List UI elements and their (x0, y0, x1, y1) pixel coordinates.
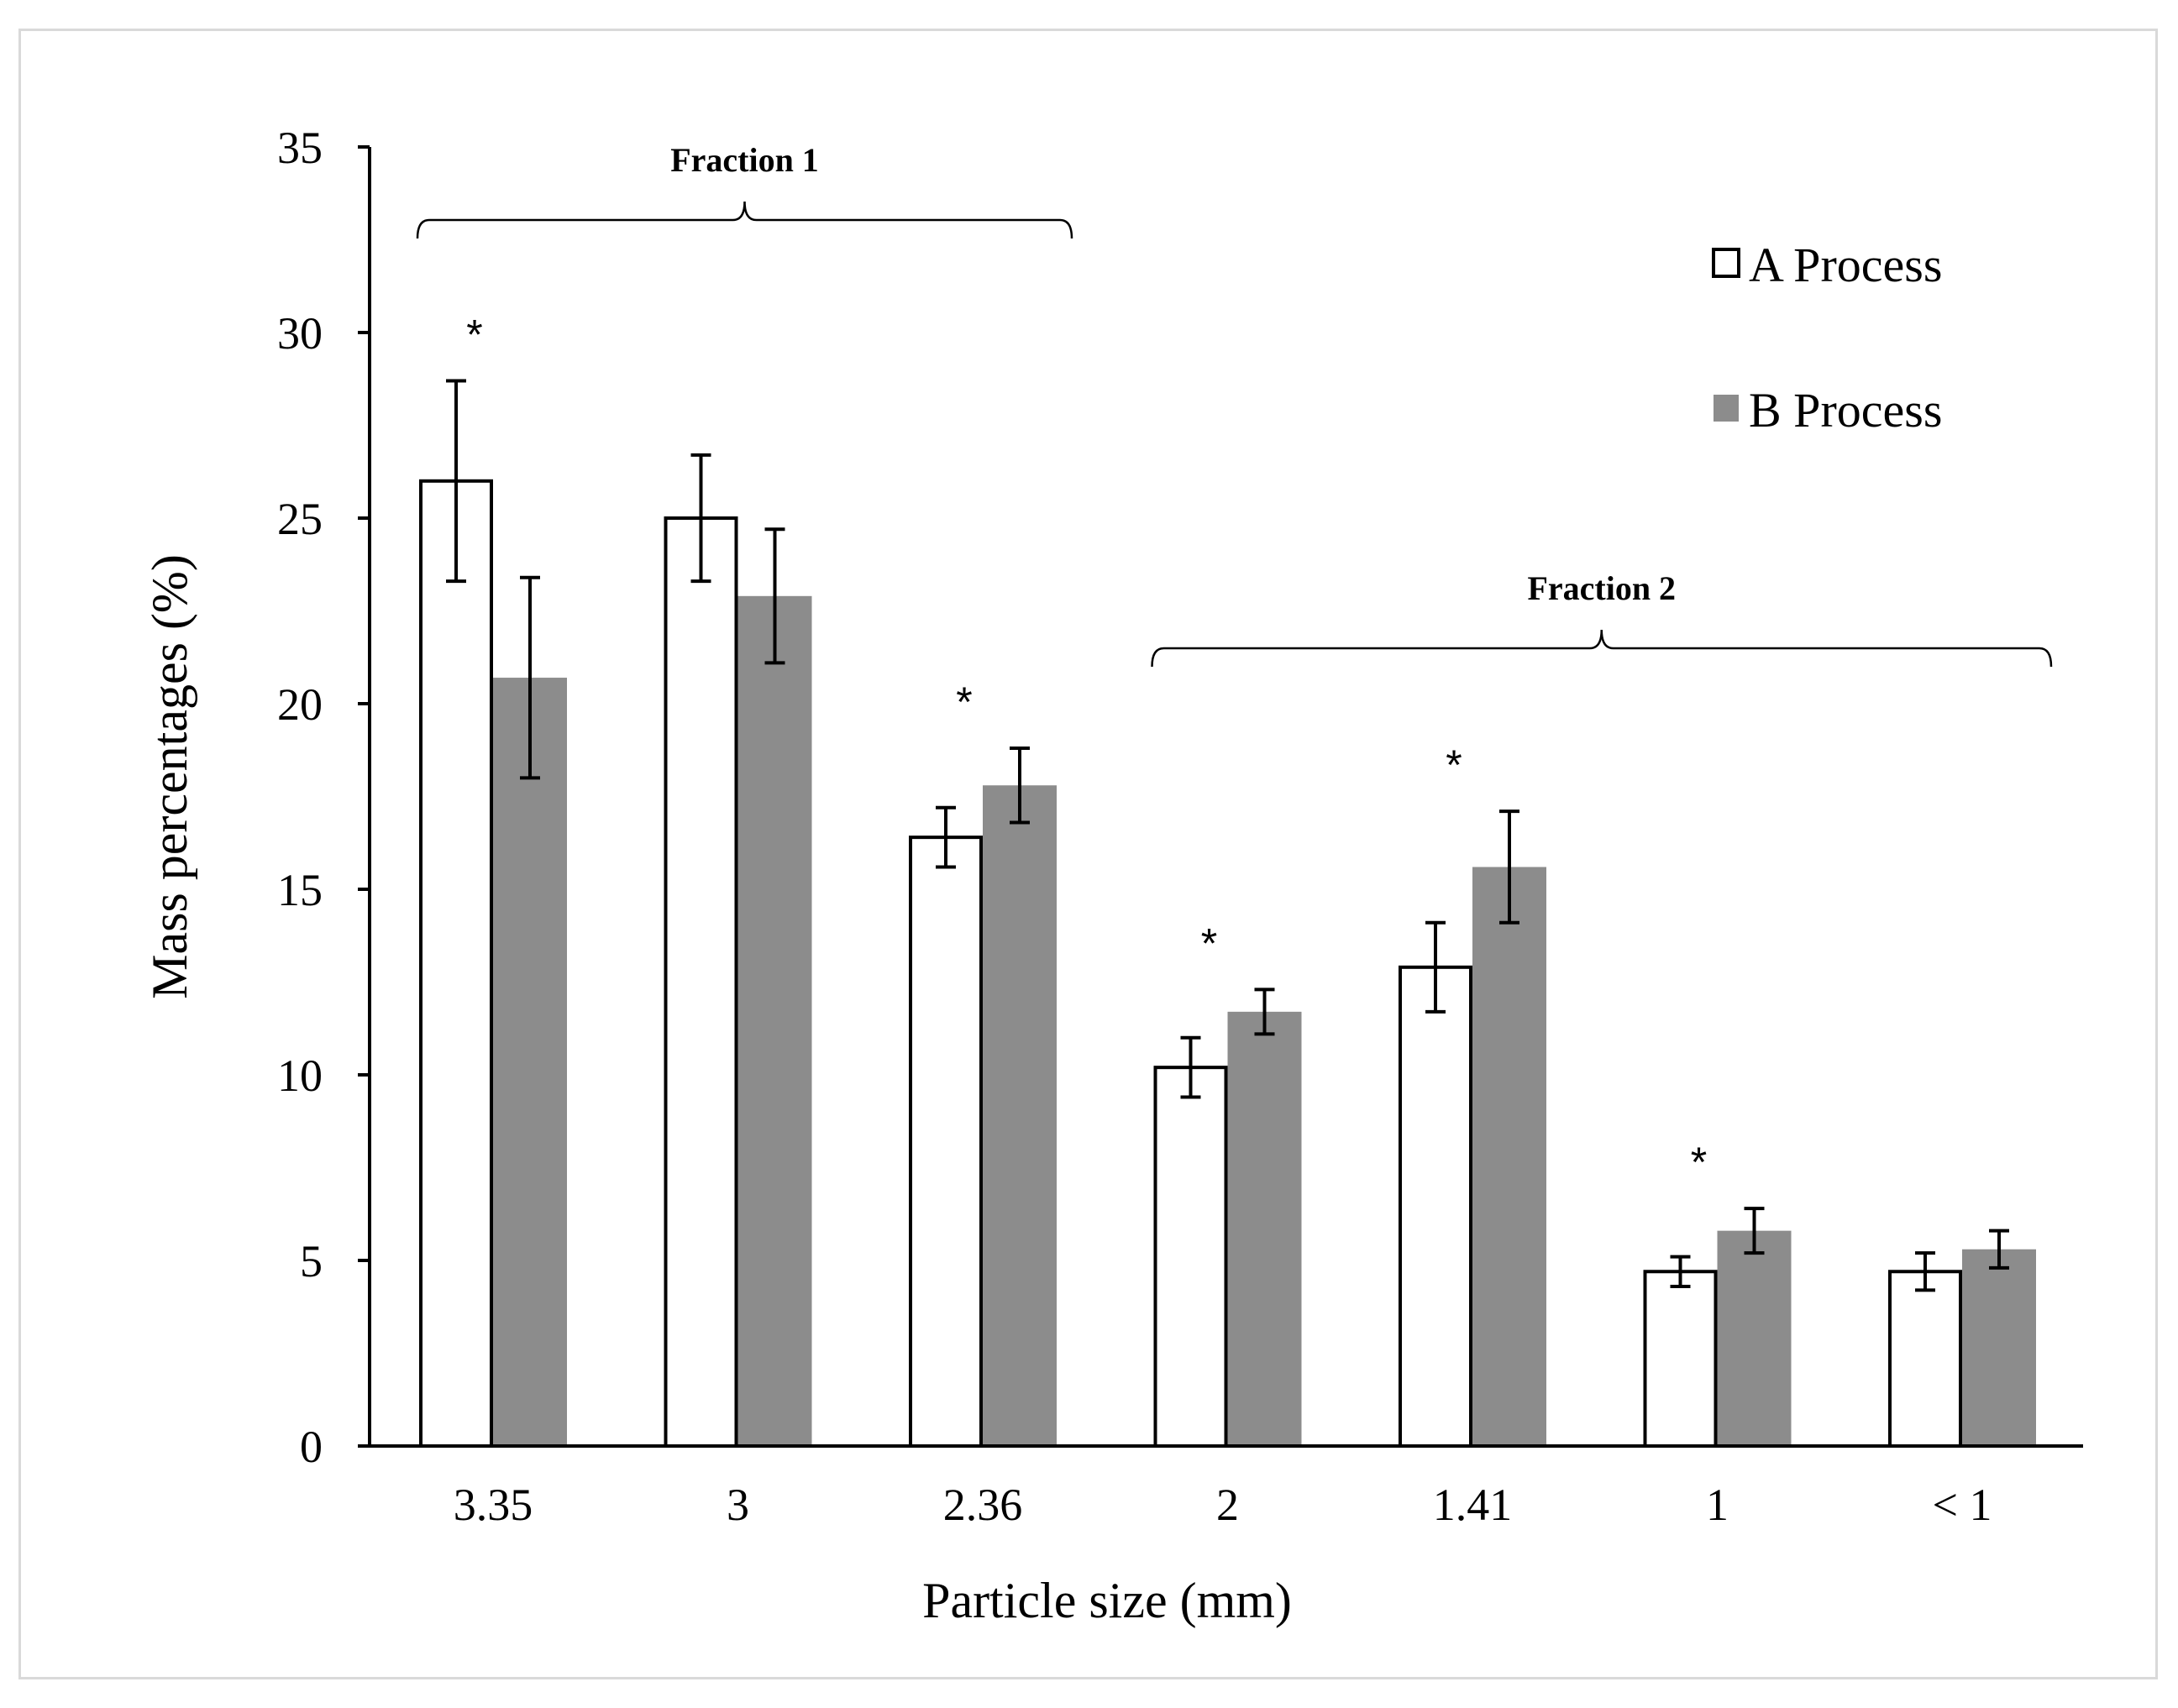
y-tick-label: 35 (277, 123, 323, 173)
axes (368, 147, 2083, 1448)
fraction-bracket (1151, 629, 2053, 668)
legend-label: B Process (1749, 383, 1942, 437)
error-bar (1425, 920, 1446, 1014)
legend-swatch (1712, 248, 1740, 278)
fraction-brackets: Fraction 1 Fraction 2 (416, 141, 2053, 668)
error-bar (764, 527, 785, 665)
x-tick-label: 2.36 (943, 1480, 1023, 1530)
bar-a-process (1153, 1066, 1228, 1449)
error-bar (520, 575, 540, 780)
fraction-label: Fraction 2 (1527, 569, 1676, 607)
bar-b-process (1227, 1011, 1302, 1446)
bar-b-process (493, 678, 567, 1446)
bar-b-process (1962, 1249, 2036, 1446)
fraction-bracket (416, 201, 1073, 239)
error-bar (1744, 1207, 1765, 1255)
bar-a-process (909, 836, 983, 1448)
y-tick-label: 30 (277, 308, 323, 359)
error-bar (1010, 747, 1030, 825)
error-bar (1915, 1251, 1935, 1292)
y-tick-label: 5 (300, 1236, 323, 1286)
error-bar (446, 379, 466, 584)
significance-star: * (466, 311, 482, 358)
bar-a-process (1399, 965, 1472, 1448)
bar-a-process (419, 479, 493, 1448)
x-tick-label: 3.35 (454, 1480, 533, 1530)
x-tick-label: 1.41 (1433, 1480, 1513, 1530)
legend: A Process B Process (1712, 238, 1942, 437)
x-axis-title: Particle size (mm) (922, 1573, 1292, 1628)
error-bar (690, 453, 711, 584)
significance-star: * (1201, 919, 1217, 967)
y-tick-label: 15 (277, 865, 323, 915)
y-tick-label: 0 (300, 1422, 323, 1472)
significance-star: * (1691, 1139, 1707, 1186)
bars (419, 479, 2036, 1449)
x-tick-label: < 1 (1933, 1480, 1992, 1530)
bar-a-process (664, 516, 738, 1448)
bar-b-process (983, 785, 1057, 1446)
bar-b-process (737, 595, 812, 1446)
y-tick-label: 25 (277, 494, 323, 544)
legend-swatch (1714, 395, 1739, 422)
significance-star: * (956, 678, 972, 726)
error-bar (1989, 1229, 2009, 1270)
error-bar (1670, 1255, 1691, 1288)
x-tick-label: 3 (727, 1480, 749, 1530)
error-bar (1499, 809, 1519, 925)
error-bar (936, 805, 956, 869)
significance-star: * (1446, 741, 1462, 789)
legend-label: A Process (1749, 238, 1942, 292)
error-bar (1254, 988, 1275, 1036)
x-tick-label: 2 (1216, 1480, 1239, 1530)
bar-b-process (1472, 867, 1546, 1446)
y-tick-label: 20 (277, 679, 323, 730)
error-bars (446, 379, 2009, 1292)
x-tick-label: 1 (1706, 1480, 1729, 1530)
y-tick-label: 10 (277, 1050, 323, 1101)
error-bar (1180, 1035, 1201, 1099)
bar-a-process (1888, 1270, 1962, 1449)
y-axis-ticks: 0 5 10 15 20 25 30 35 (277, 123, 370, 1472)
x-axis-labels: 3.35 3 2.36 2 1.41 1 < 1 (454, 1480, 1992, 1530)
y-axis-title: Mass percentages (%) (142, 554, 197, 999)
bar-b-process (1717, 1230, 1792, 1446)
fraction-label: Fraction 1 (670, 141, 819, 179)
bar-a-process (1643, 1270, 1718, 1449)
figure-frame (18, 29, 2158, 1679)
significance-marks: * * * * * (466, 311, 1707, 1186)
